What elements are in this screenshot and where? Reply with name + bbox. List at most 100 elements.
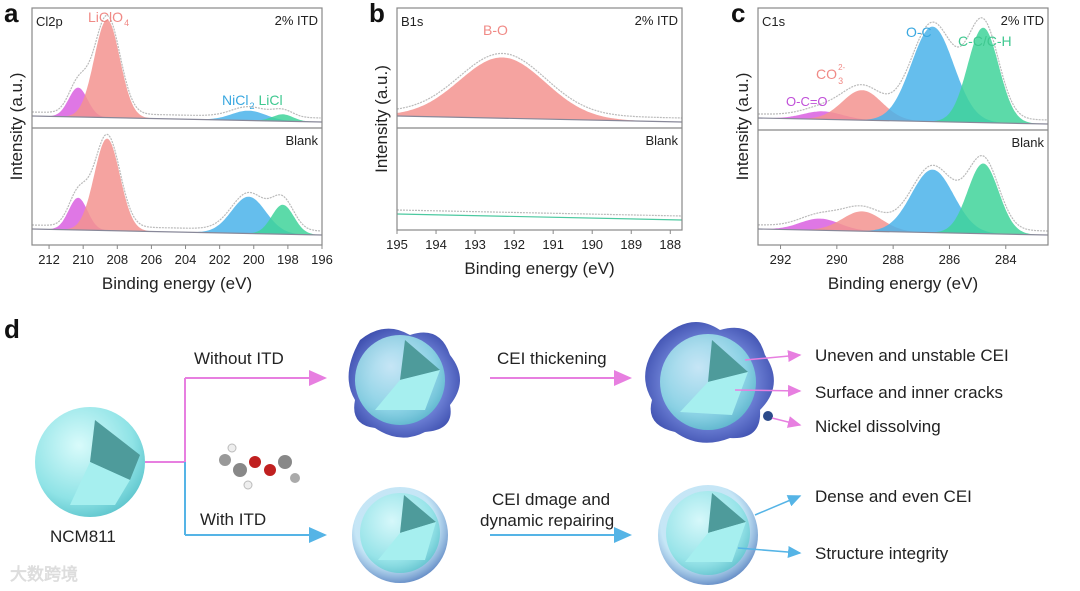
- branch-lines: [145, 370, 632, 543]
- peak-label: O-C=O: [786, 94, 828, 109]
- envelope-c-top: [758, 17, 1049, 121]
- peak-label: CO: [816, 66, 837, 82]
- peak-c-bottom-1: [758, 211, 1048, 235]
- peak-b-top-0: [397, 57, 682, 122]
- frame-c: [757, 7, 1049, 246]
- x-tick-label: 188: [659, 237, 681, 252]
- peak-label: O-C: [906, 24, 932, 40]
- x-tick-label: 190: [581, 237, 603, 252]
- peak-a-top-1: [32, 19, 322, 123]
- condition-label-top: 2% ITD: [1001, 13, 1044, 28]
- x-tick-label: 290: [826, 252, 848, 267]
- cei-thickening-label: CEI thickening: [497, 349, 607, 368]
- x-tick-label: 195: [386, 237, 408, 252]
- outcome-dense-cei: Dense and even CEI: [815, 487, 972, 506]
- x-tick-label: 292: [770, 252, 792, 267]
- envelope-a-bottom: [32, 133, 321, 232]
- x-tick-label: 210: [72, 252, 94, 267]
- outcome-nickel-dissolving: Nickel dissolving: [815, 417, 941, 436]
- condition-label-bottom: Blank: [645, 133, 678, 148]
- x-tick-label: 202: [209, 252, 231, 267]
- peak-label: 3: [838, 76, 843, 86]
- element-label: B1s: [401, 14, 424, 29]
- ncm811-label: NCM811: [50, 527, 116, 546]
- peak-label: B-O: [483, 22, 508, 38]
- peak-c-bottom-0: [758, 218, 1048, 235]
- panel-letter-d: d: [4, 314, 20, 344]
- peak-a-top-2: [32, 110, 322, 122]
- peak-label: C-C/C-H: [958, 33, 1012, 49]
- baseline-c-top: [757, 117, 1049, 125]
- envelope-c-bottom: [758, 154, 1048, 232]
- particle-cracked-cei: [645, 322, 802, 443]
- panel-letter-c: c: [731, 0, 746, 28]
- without-itd-label: Without ITD: [194, 349, 284, 368]
- particle-without-itd: [348, 328, 460, 438]
- peak-c-top-1: [758, 90, 1048, 124]
- peak-label: 4: [124, 18, 129, 28]
- envelope-a-top: [32, 14, 321, 119]
- condition-label-top: 2% ITD: [635, 13, 678, 28]
- peak-label: 2-: [838, 63, 845, 72]
- x-tick-label: 196: [311, 252, 333, 267]
- peak-c-bottom-3: [758, 163, 1048, 235]
- peak-c-bottom-2: [758, 169, 1048, 235]
- x-tick-label: 192: [503, 237, 525, 252]
- peak-c-top-2: [758, 26, 1048, 125]
- x-tick-label: 193: [464, 237, 486, 252]
- envelope-b-top: [396, 52, 682, 119]
- x-axis-label: Binding energy (eV): [102, 274, 252, 293]
- cei-damage-label: CEI dmage and: [492, 490, 611, 509]
- outcome-uneven-cei: Uneven and unstable CEI: [815, 346, 1009, 365]
- x-tick-label: 194: [425, 237, 447, 252]
- x-tick-label: 212: [38, 252, 60, 267]
- particle-dense-cei: [658, 485, 802, 585]
- baseline-c-bottom: [757, 228, 1049, 236]
- ncm811-particle: [35, 407, 145, 517]
- element-label: C1s: [762, 14, 786, 29]
- x-tick-label: 286: [939, 252, 961, 267]
- baseline-b-top: [396, 115, 683, 123]
- frame-a: [31, 7, 323, 246]
- peak-a-bottom-1: [32, 138, 322, 235]
- peak-a-bottom-3: [32, 204, 322, 235]
- dynamic-repairing-label: dynamic repairing: [480, 511, 615, 530]
- x-tick-label: 206: [141, 252, 163, 267]
- particle-with-itd: [352, 487, 448, 583]
- x-tick-label: 204: [175, 252, 197, 267]
- molecule-itd: [219, 443, 300, 490]
- with-itd-label: With ITD: [200, 510, 267, 529]
- condition-label-top: 2% ITD: [275, 13, 318, 28]
- peak-a-bottom-2: [32, 196, 322, 235]
- panel-letter-a: a: [4, 0, 19, 28]
- peak-label: 2: [249, 101, 254, 111]
- frame-b: [396, 7, 683, 231]
- condition-label-bottom: Blank: [1011, 135, 1044, 150]
- condition-label-bottom: Blank: [285, 133, 318, 148]
- y-axis-label: Intensity (a.u.): [372, 65, 391, 173]
- x-axis-label: Binding energy (eV): [464, 259, 614, 278]
- envelope-b-bottom: [397, 209, 682, 217]
- peak-label: NiCl: [222, 92, 248, 108]
- x-axis-label: Binding energy (eV): [828, 274, 978, 293]
- baseline-a-bottom: [31, 228, 323, 236]
- baseline-a-top: [31, 115, 323, 123]
- x-tick-label: 189: [620, 237, 642, 252]
- peak-c-top-3: [758, 27, 1048, 125]
- y-axis-label: Intensity (a.u.): [733, 73, 752, 181]
- x-tick-label: 288: [882, 252, 904, 267]
- x-tick-label: 191: [542, 237, 564, 252]
- x-tick-label: 284: [995, 252, 1017, 267]
- baseline-b-bottom: [396, 213, 683, 221]
- outcome-cracks: Surface and inner cracks: [815, 383, 1004, 402]
- x-tick-label: 200: [243, 252, 265, 267]
- panel-letter-b: b: [369, 0, 385, 28]
- outcome-structure-integrity: Structure integrity: [815, 544, 949, 563]
- y-axis-label: Intensity (a.u.): [7, 73, 26, 181]
- element-label: Cl2p: [36, 14, 63, 29]
- watermark: 大数跨境: [10, 565, 78, 584]
- x-tick-label: 198: [277, 252, 299, 267]
